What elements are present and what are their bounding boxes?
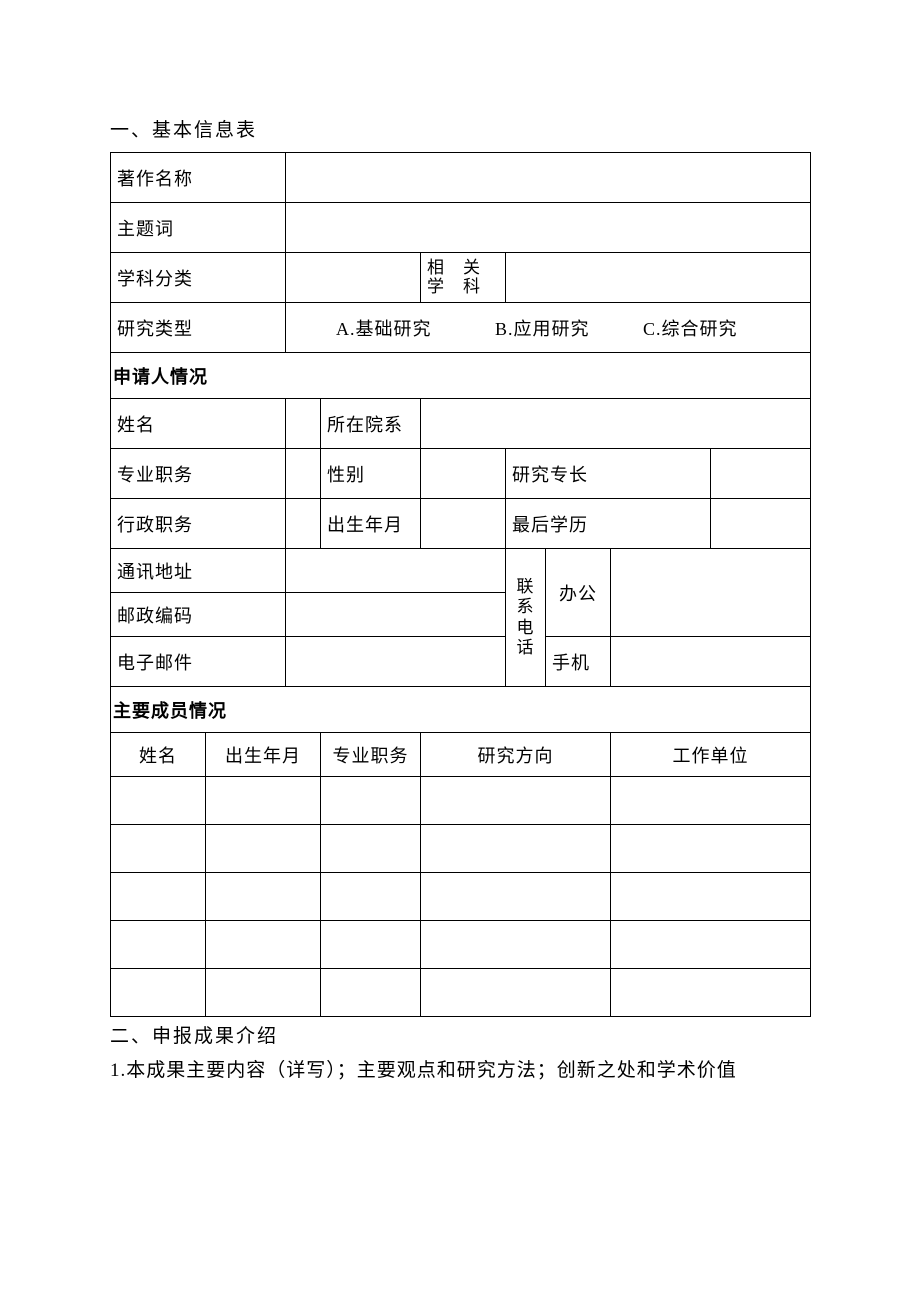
field-mobile-phone[interactable] <box>611 637 811 687</box>
label-postcode: 邮政编码 <box>111 593 286 637</box>
field-member-title[interactable] <box>321 825 421 873</box>
field-member-birth[interactable] <box>206 921 321 969</box>
field-name[interactable] <box>286 399 321 449</box>
field-member-name[interactable] <box>111 873 206 921</box>
col-member-direction: 研究方向 <box>421 733 611 777</box>
basic-info-table: 著作名称 主题词 学科分类 相 关 学 科 研究类型 A.基础研究 B.应用研究… <box>110 152 811 1017</box>
label-prof-title: 专业职务 <box>111 449 286 499</box>
field-member-title[interactable] <box>321 777 421 825</box>
field-postcode[interactable] <box>286 593 506 637</box>
option-applied-research: B.应用研究 <box>495 315 590 341</box>
field-member-unit[interactable] <box>611 921 811 969</box>
field-member-birth[interactable] <box>206 825 321 873</box>
field-member-direction[interactable] <box>421 873 611 921</box>
label-address: 通讯地址 <box>111 549 286 593</box>
col-member-birth: 出生年月 <box>206 733 321 777</box>
label-final-edu: 最后学历 <box>506 499 711 549</box>
section-1-heading: 一、基本信息表 <box>110 115 810 142</box>
field-prof-title[interactable] <box>286 449 321 499</box>
col-member-name: 姓名 <box>111 733 206 777</box>
table-row <box>111 825 811 873</box>
field-member-direction[interactable] <box>421 825 611 873</box>
label-work-name: 著作名称 <box>111 153 286 203</box>
label-keywords: 主题词 <box>111 203 286 253</box>
field-member-title[interactable] <box>321 921 421 969</box>
field-member-unit[interactable] <box>611 777 811 825</box>
table-row <box>111 921 811 969</box>
section-2-item-1: 1.本成果主要内容（详写）；主要观点和研究方法；创新之处和学术价值 <box>110 1056 810 1086</box>
field-research-type[interactable]: A.基础研究 B.应用研究 C.综合研究 <box>286 303 811 353</box>
field-member-direction[interactable] <box>421 921 611 969</box>
col-member-unit: 工作单位 <box>611 733 811 777</box>
table-row <box>111 873 811 921</box>
label-email: 电子邮件 <box>111 637 286 687</box>
field-member-title[interactable] <box>321 969 421 1017</box>
applicant-section-header: 申请人情况 <box>111 353 811 399</box>
label-office: 办公 <box>546 549 611 637</box>
field-member-unit[interactable] <box>611 873 811 921</box>
field-member-birth[interactable] <box>206 777 321 825</box>
field-member-name[interactable] <box>111 777 206 825</box>
label-subject-class: 学科分类 <box>111 253 286 303</box>
field-member-name[interactable] <box>111 825 206 873</box>
field-address[interactable] <box>286 549 506 593</box>
field-member-birth[interactable] <box>206 873 321 921</box>
label-research-type: 研究类型 <box>111 303 286 353</box>
field-related-subject[interactable] <box>506 253 811 303</box>
table-row <box>111 777 811 825</box>
label-name: 姓名 <box>111 399 286 449</box>
field-email[interactable] <box>286 637 506 687</box>
section-2-heading: 二、申报成果介绍 <box>110 1021 810 1048</box>
label-contact-phone: 联 系 电 话 <box>506 549 546 687</box>
label-mobile: 手机 <box>546 637 611 687</box>
field-gender[interactable] <box>421 449 506 499</box>
field-member-direction[interactable] <box>421 777 611 825</box>
field-office-phone[interactable] <box>611 549 811 637</box>
field-research-specialty[interactable] <box>711 449 811 499</box>
label-birth: 出生年月 <box>321 499 421 549</box>
label-gender: 性别 <box>321 449 421 499</box>
label-research-specialty: 研究专长 <box>506 449 711 499</box>
members-section-header: 主要成员情况 <box>111 687 811 733</box>
table-row <box>111 969 811 1017</box>
field-department[interactable] <box>421 399 811 449</box>
field-keywords[interactable] <box>286 203 811 253</box>
label-department: 所在院系 <box>321 399 421 449</box>
field-work-name[interactable] <box>286 153 811 203</box>
field-member-title[interactable] <box>321 873 421 921</box>
field-member-unit[interactable] <box>611 825 811 873</box>
option-comprehensive-research: C.综合研究 <box>643 315 738 341</box>
field-member-direction[interactable] <box>421 969 611 1017</box>
field-birth[interactable] <box>421 499 506 549</box>
option-basic-research: A.基础研究 <box>336 315 432 341</box>
field-member-name[interactable] <box>111 969 206 1017</box>
col-member-title: 专业职务 <box>321 733 421 777</box>
field-member-unit[interactable] <box>611 969 811 1017</box>
label-admin-title: 行政职务 <box>111 499 286 549</box>
field-admin-title[interactable] <box>286 499 321 549</box>
field-subject-class[interactable] <box>286 253 421 303</box>
field-member-birth[interactable] <box>206 969 321 1017</box>
field-member-name[interactable] <box>111 921 206 969</box>
label-related-subject: 相 关 学 科 <box>421 253 506 303</box>
field-final-edu[interactable] <box>711 499 811 549</box>
